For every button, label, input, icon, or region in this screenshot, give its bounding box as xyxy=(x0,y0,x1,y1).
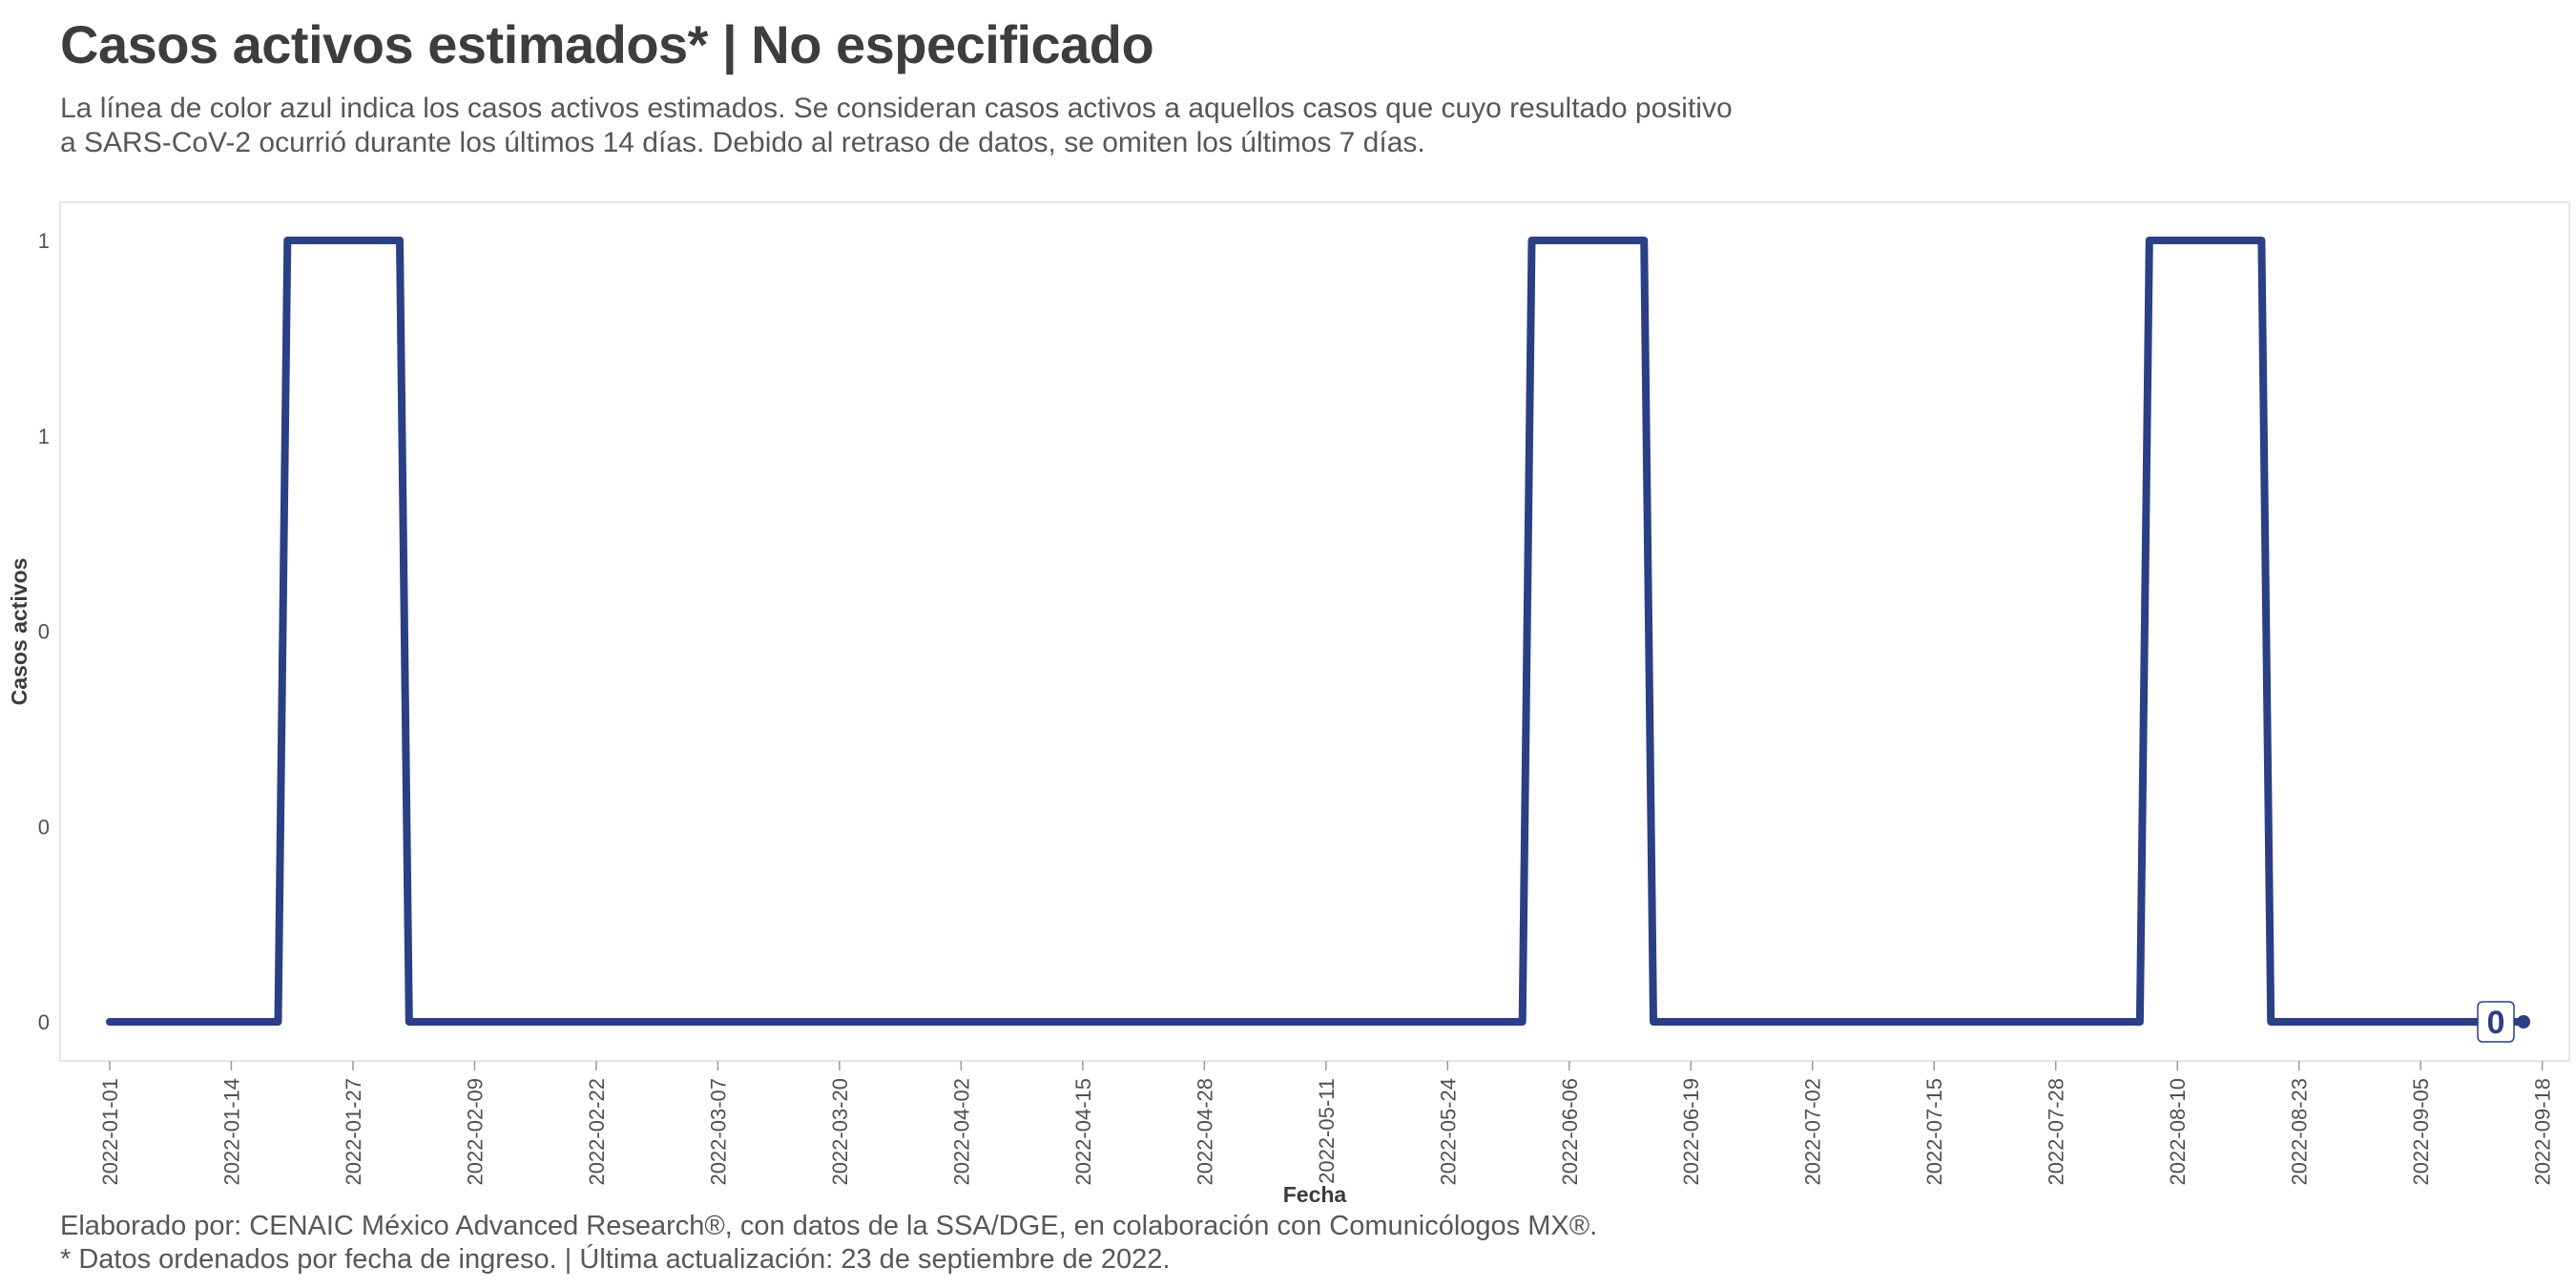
x-tick-label: 2022-05-11 xyxy=(1315,1078,1339,1184)
x-axis: 2022-01-01 2022-01-14 2022-01-27 2022-02-09… xyxy=(98,1061,2555,1186)
x-tick-label: 2022-01-01 xyxy=(98,1078,122,1186)
x-tick-label: 2022-01-14 xyxy=(219,1078,243,1186)
x-tick-label: 2022-03-20 xyxy=(828,1078,852,1186)
x-tick-label: 2022-02-22 xyxy=(585,1078,609,1186)
x-tick-label: 2022-09-05 xyxy=(2409,1078,2433,1186)
plot-panel xyxy=(59,201,2570,1062)
x-tick-label: 2022-07-28 xyxy=(2045,1078,2068,1186)
x-tick-label: 2022-07-15 xyxy=(1922,1078,1946,1186)
x-tick-label: 2022-07-02 xyxy=(1801,1078,1825,1186)
end-label-box xyxy=(2477,1001,2515,1043)
chart-subtitle: La línea de color azul indica los casos … xyxy=(60,92,1873,160)
caption-line-2: * Datos ordenados por fecha de ingreso. … xyxy=(60,1244,1171,1275)
x-tick-label: 2022-03-07 xyxy=(706,1078,730,1186)
y-axis: 0 0 0 1 1 xyxy=(38,229,50,1034)
subtitle-line-2: a SARS-CoV-2 ocurrió durante los últimos… xyxy=(60,127,1425,158)
end-label: 0 xyxy=(2487,1005,2505,1041)
x-tick-label: 2022-05-24 xyxy=(1436,1078,1460,1186)
y-tick-label: 0 xyxy=(38,1010,50,1034)
y-tick-label: 1 xyxy=(38,425,50,448)
x-tick-label: 2022-08-23 xyxy=(2288,1078,2312,1186)
end-point xyxy=(2517,1015,2530,1028)
subtitle-line-1: La línea de color azul indica los casos … xyxy=(60,93,1733,124)
x-axis-title: Fecha xyxy=(1283,1182,1347,1207)
y-tick-label: 0 xyxy=(38,815,50,839)
x-tick-label: 2022-09-18 xyxy=(2531,1078,2555,1186)
caption-line-1: Elaborado por: CENAIC México Advanced Re… xyxy=(60,1211,1598,1241)
y-tick-label: 0 xyxy=(38,620,50,644)
x-tick-label: 2022-01-27 xyxy=(342,1078,365,1186)
x-tick-label: 2022-04-28 xyxy=(1193,1078,1216,1186)
x-tick-label: 2022-04-15 xyxy=(1071,1078,1095,1186)
series-layer: 0 xyxy=(106,237,2530,1043)
chart-caption: Elaborado por: CENAIC México Advanced Re… xyxy=(60,1210,1597,1277)
x-tick-label: 2022-02-09 xyxy=(463,1078,487,1186)
x-tick-label: 2022-06-06 xyxy=(1558,1078,1582,1186)
x-tick-label: 2022-08-10 xyxy=(2166,1078,2190,1186)
x-tick-label: 2022-06-19 xyxy=(1679,1078,1703,1186)
chart-title: Casos activos estimados* | No especifica… xyxy=(60,14,1154,74)
y-axis-title: Casos activos xyxy=(7,558,31,706)
y-tick-label: 1 xyxy=(38,229,50,253)
series-line xyxy=(106,237,2527,1026)
x-tick-label: 2022-04-02 xyxy=(949,1078,973,1186)
